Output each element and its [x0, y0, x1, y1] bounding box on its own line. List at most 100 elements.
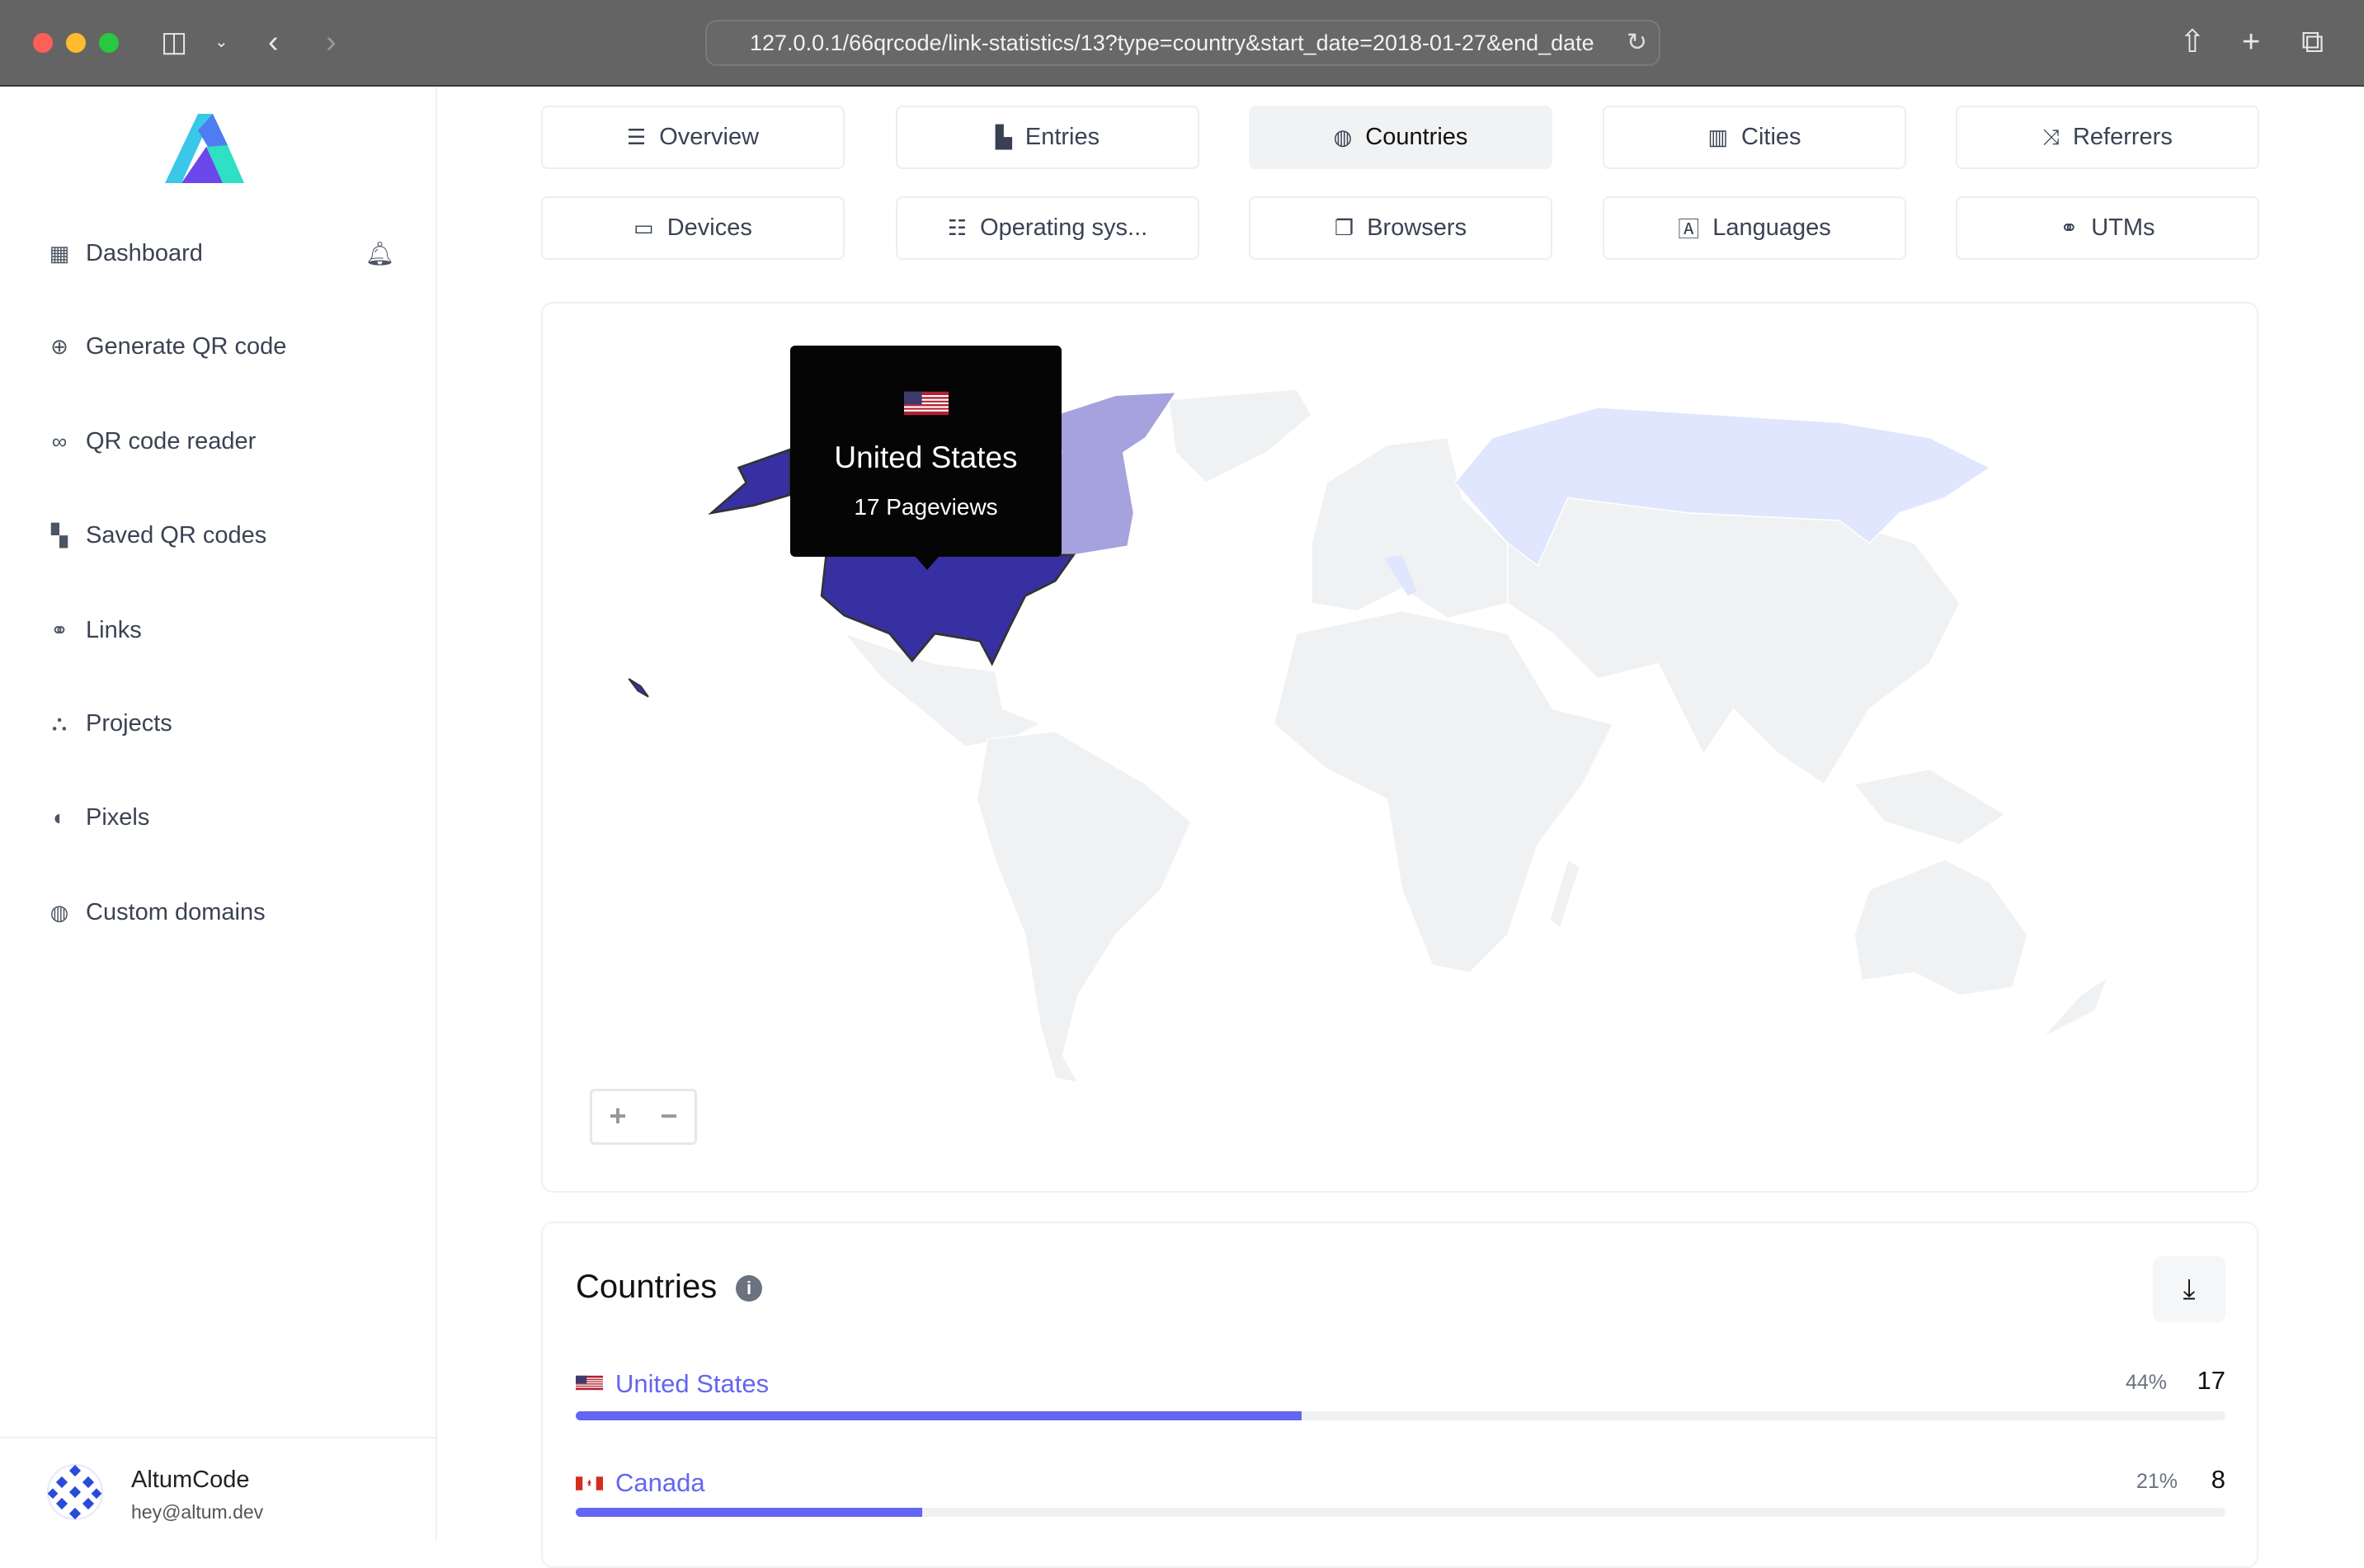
- tooltip-country: United States: [834, 440, 1018, 474]
- reload-icon[interactable]: ↻: [1626, 29, 1647, 56]
- sidebar-item-saved-qr-codes[interactable]: ▚ Saved QR codes: [48, 515, 394, 556]
- browser-titlebar: ◫ ⌄ ‹ › 127.0.0.1/66qrcode/link-statisti…: [0, 0, 2364, 87]
- sidebar-item-pixels[interactable]: ◐ Pixels: [48, 797, 394, 838]
- chevron-down-icon[interactable]: ⌄: [214, 33, 228, 51]
- back-icon[interactable]: ‹: [268, 25, 279, 59]
- avatar: [47, 1464, 103, 1520]
- sidebar: ▦ Dashboard 🔔︎ ⊕ Generate QR code ∞ QR code …: [0, 87, 437, 1541]
- map-southeast-asia: [1853, 768, 2007, 845]
- sidebar-item-links[interactable]: ⚭ Links: [48, 610, 394, 651]
- country-count: 17: [2197, 1366, 2225, 1395]
- project-diagram-icon: ⛬: [51, 710, 68, 735]
- tab-overview[interactable]: ☰ Overview: [541, 106, 845, 169]
- map-zoom-controls: + −: [590, 1089, 697, 1145]
- map-united-states: [820, 553, 1076, 666]
- sidebar-item-label: Custom domains: [86, 898, 266, 925]
- tab-operating-systems[interactable]: ☷ Operating sys...: [896, 196, 1199, 260]
- sidebar-item-label: Pixels: [86, 803, 150, 831]
- tooltip-value: 17 Pageviews: [854, 494, 998, 520]
- us-flag-icon: [904, 391, 949, 416]
- sidebar-item-custom-domains[interactable]: ◍ Custom domains: [48, 892, 394, 933]
- sidebar-item-label: Links: [86, 616, 142, 643]
- zoom-out-button[interactable]: −: [660, 1099, 678, 1132]
- sidebar-item-generate-qr-code[interactable]: ⊕ Generate QR code: [48, 326, 394, 367]
- minimize-window-button[interactable]: [66, 33, 86, 53]
- tab-countries[interactable]: ◍ Countries: [1249, 106, 1552, 169]
- tab-label: Languages: [1712, 214, 1831, 241]
- map-madagascar: [1548, 859, 1581, 929]
- sidebar-item-qr-code-reader[interactable]: ∞ QR code reader: [48, 421, 394, 462]
- sidebar-toggle-icon[interactable]: ◫: [161, 26, 188, 58]
- country-link-united-states[interactable]: United States: [615, 1369, 770, 1398]
- address-bar[interactable]: 127.0.0.1/66qrcode/link-statistics/13?ty…: [705, 20, 1660, 66]
- bell-icon[interactable]: 🔔︎: [365, 240, 394, 266]
- forward-icon[interactable]: ›: [326, 25, 337, 59]
- language-icon: 🄰: [1678, 217, 1700, 242]
- country-link-canada[interactable]: Canada: [615, 1468, 705, 1497]
- country-percent: 44%: [2125, 1371, 2167, 1394]
- server-icon: ☷: [947, 215, 968, 240]
- user-email: hey@altum.dev: [131, 1501, 264, 1523]
- country-percent: 21%: [2136, 1470, 2178, 1493]
- qrcode-icon: ▚: [51, 522, 68, 548]
- list-icon: ☰: [626, 125, 647, 149]
- map-mexico-central-america: [842, 632, 1042, 747]
- user-menu[interactable]: AltumCode hey@altum.dev: [0, 1437, 436, 1541]
- tab-browsers[interactable]: ❐ Browsers: [1249, 196, 1552, 260]
- tab-cities[interactable]: ▥ Cities: [1603, 106, 1906, 169]
- map-new-zealand: [2041, 975, 2109, 1038]
- close-window-button[interactable]: [33, 33, 53, 53]
- tab-utms[interactable]: ⚭ UTMs: [1956, 196, 2259, 260]
- tab-label: Countries: [1365, 124, 1468, 150]
- sidebar-item-label: Generate QR code: [86, 332, 287, 360]
- info-icon[interactable]: i: [736, 1275, 762, 1302]
- tab-languages[interactable]: 🄰 Languages: [1603, 196, 1906, 260]
- sidebar-item-label: Saved QR codes: [86, 521, 267, 549]
- url-text: 127.0.0.1/66qrcode/link-statistics/13?ty…: [750, 31, 1594, 55]
- map-africa: [1273, 610, 1614, 973]
- tab-devices[interactable]: ▭ Devices: [541, 196, 845, 260]
- progress-fill: [576, 1508, 922, 1517]
- map-russia: [1453, 407, 1991, 567]
- sidebar-item-label: QR code reader: [86, 427, 257, 454]
- map-south-america: [976, 731, 1192, 1084]
- tab-entries[interactable]: ▙ Entries: [896, 106, 1199, 169]
- app-logo[interactable]: [165, 114, 244, 183]
- glasses-icon: ∞: [51, 428, 68, 454]
- tab-referrers[interactable]: ⤨ Referrers: [1956, 106, 2259, 169]
- sidebar-item-projects[interactable]: ⛬ Projects: [48, 703, 394, 744]
- download-icon: ⤓: [2183, 1274, 2196, 1305]
- tab-label: UTMs: [2091, 214, 2155, 241]
- map-alaska: [708, 448, 792, 516]
- map-tooltip: United States 17 Pageviews: [790, 346, 1062, 570]
- sidebar-item-dashboard[interactable]: ▦ Dashboard 🔔︎: [48, 233, 394, 274]
- table-icon: ▦: [49, 240, 70, 266]
- world-map[interactable]: [541, 302, 2258, 1193]
- tab-label: Operating sys...: [980, 214, 1148, 241]
- progress-bar: [576, 1411, 2225, 1420]
- globe-icon: ◍: [1333, 125, 1353, 149]
- chart-bar-icon: ▙: [995, 125, 1012, 149]
- new-tab-icon[interactable]: +: [2242, 25, 2261, 59]
- sidebar-item-label: Projects: [86, 709, 172, 737]
- map-australia: [1853, 859, 2028, 996]
- download-button[interactable]: ⤓: [2153, 1256, 2225, 1322]
- map-hawaii: [628, 678, 649, 698]
- plus-circle-icon: ⊕: [50, 333, 68, 359]
- tab-label: Entries: [1024, 124, 1100, 150]
- tab-label: Browsers: [1367, 214, 1467, 241]
- adjust-icon: ◐: [53, 804, 66, 830]
- share-icon[interactable]: ⇧: [2179, 25, 2206, 59]
- country-count: 8: [2211, 1465, 2225, 1494]
- zoom-in-button[interactable]: +: [609, 1099, 627, 1132]
- maximize-window-button[interactable]: [99, 33, 119, 53]
- progress-bar: [576, 1508, 2225, 1517]
- sidebar-item-label: Dashboard: [86, 239, 203, 266]
- tab-overview-icon[interactable]: ⧉: [2301, 25, 2324, 59]
- link-icon: ⚭: [2060, 215, 2079, 240]
- globe-icon: ◍: [49, 899, 69, 925]
- tab-label: Devices: [666, 214, 752, 241]
- city-icon: ▥: [1707, 125, 1729, 149]
- progress-fill: [576, 1411, 1302, 1420]
- tab-label: Cities: [1741, 124, 1801, 150]
